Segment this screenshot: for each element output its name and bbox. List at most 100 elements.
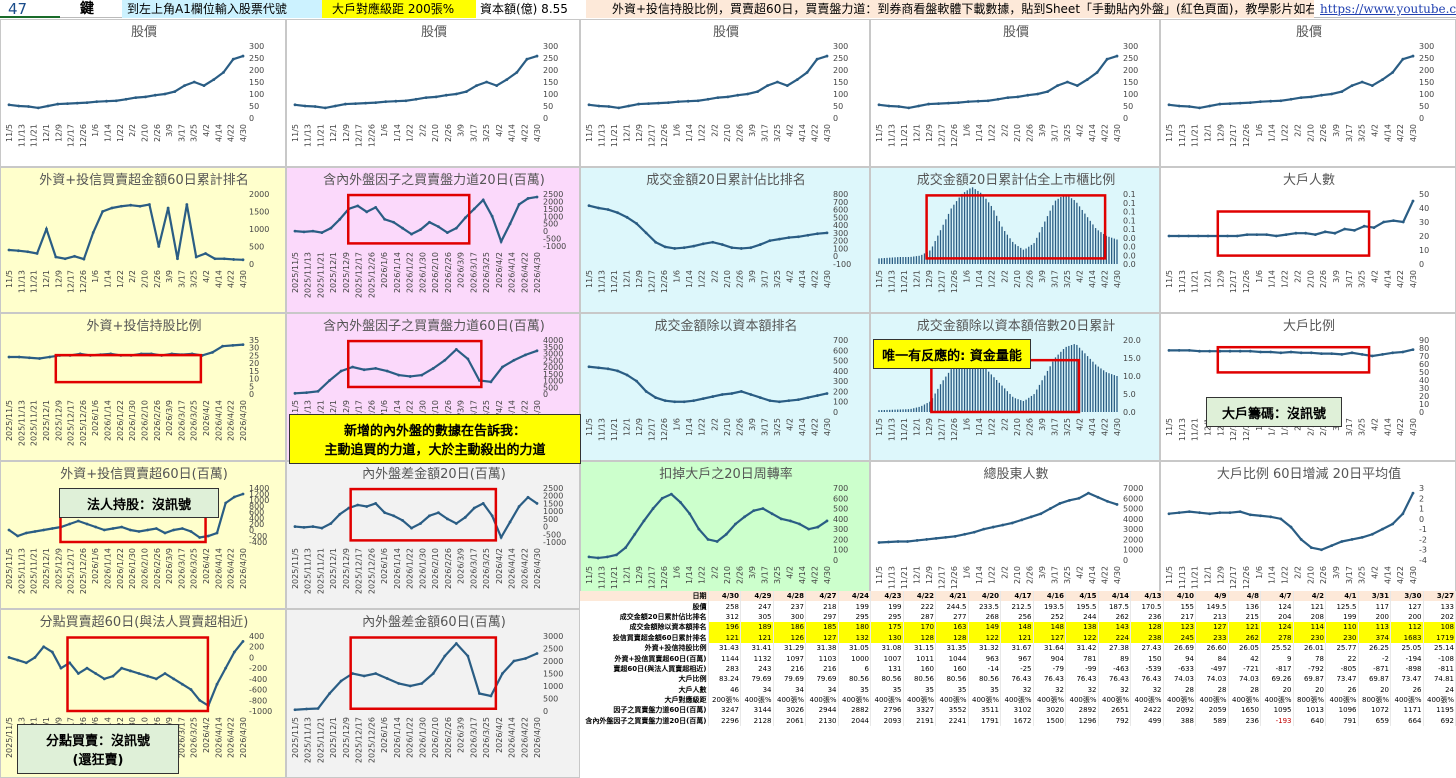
table-cell[interactable]: 148 [1033, 622, 1066, 633]
table-cell[interactable]: 305 [740, 611, 774, 623]
table-cell[interactable]: 1650 [1228, 705, 1261, 716]
table-cell[interactable]: 2128 [740, 715, 774, 727]
table-cell[interactable]: 224 [1098, 632, 1131, 643]
table-cell[interactable]: 35 [870, 684, 904, 695]
table-cell[interactable]: 640 [1293, 715, 1326, 727]
table-cell[interactable]: 499 [1130, 715, 1164, 727]
table-cell[interactable]: 73.47 [1390, 674, 1424, 685]
table-cell[interactable]: 31.43 [708, 642, 741, 654]
table-cell[interactable]: -898 [1390, 663, 1424, 675]
table-cell[interactable]: 1097 [773, 653, 806, 664]
table-cell[interactable]: 199 [870, 601, 904, 612]
table-cell[interactable]: 245 [1163, 632, 1196, 643]
table-cell[interactable]: 31.41 [740, 642, 774, 654]
table-cell[interactable]: 963 [968, 653, 1001, 664]
table-cell[interactable]: 42 [1228, 653, 1261, 664]
table-cell[interactable]: 25.52 [1260, 642, 1294, 654]
chart-panel-rank60[interactable]: 外資+投信買賣超金額60日累計排名 2000 1500 1000 500 0 11/5 11/… [0, 167, 286, 313]
table-cell[interactable]: 35 [935, 684, 969, 695]
table-cell[interactable]: 904 [1033, 653, 1066, 664]
chart-panel-price5[interactable]: 股價 300 250 200 150 100 50 0 11/5 11/13 11/21 12/1 12… [1160, 19, 1456, 167]
table-cell[interactable]: 2944 [805, 705, 839, 716]
table-cell[interactable]: 800張% [1358, 694, 1391, 706]
chart-panel-price4[interactable]: 股價 300 250 200 150 100 50 0 11/5 11/13 11/21 12/1 12… [870, 19, 1160, 167]
table-cell[interactable]: 1011 [903, 653, 936, 664]
table-cell[interactable]: 26.69 [1163, 642, 1196, 654]
table-cell[interactable]: 262 [1098, 611, 1131, 623]
table-cell[interactable]: 128 [935, 632, 969, 643]
table-cell[interactable]: 32 [1130, 684, 1164, 695]
table-cell[interactable]: 9 [1260, 653, 1294, 664]
table-cell[interactable]: 800張% [1293, 694, 1326, 706]
table-cell[interactable]: -497 [1195, 663, 1229, 675]
chart-panel-price3[interactable]: 股價 300 250 200 150 100 50 0 11/5 11/13 11/21 12/1 12… [580, 19, 870, 167]
table-cell[interactable]: 25.05 [1390, 642, 1424, 654]
table-cell[interactable]: 277 [935, 611, 969, 623]
table-cell[interactable]: 76.43 [1098, 674, 1131, 685]
table-cell[interactable]: 213 [1195, 611, 1229, 623]
table-cell[interactable]: 113 [1358, 622, 1391, 633]
table-cell[interactable]: 400張% [935, 694, 969, 706]
table-cell[interactable]: 34 [740, 684, 774, 695]
table-cell[interactable]: 218 [805, 601, 839, 612]
table-cell[interactable]: 69.87 [1358, 674, 1391, 685]
table-cell[interactable]: 400張% [1000, 694, 1034, 706]
chart-panel-diff20[interactable]: 內外盤差金額20日(百萬) 2500 2000 1500 1000 500 0 -500 -10… [286, 461, 580, 609]
chart-panel-diff60[interactable]: 內外盤差金額60日(百萬) 3000 2500 2000 1500 1000 500 0 202… [286, 609, 580, 778]
table-cell[interactable]: 25.14 [1423, 642, 1456, 654]
table-cell[interactable]: 73.47 [1325, 674, 1359, 685]
table-cell[interactable]: 128 [1130, 622, 1164, 633]
table-cell[interactable]: 89 [1098, 653, 1131, 664]
table-cell[interactable]: 400張% [740, 694, 774, 706]
table-cell[interactable]: 200 [1358, 611, 1391, 623]
table-cell[interactable]: 20 [1260, 684, 1294, 695]
table-cell[interactable]: 150 [1130, 653, 1164, 664]
table-cell[interactable]: 132 [838, 632, 871, 643]
table-cell[interactable]: 1296 [1065, 715, 1099, 727]
table-cell[interactable]: 1719 [1423, 632, 1456, 643]
table-cell[interactable]: 31.29 [773, 642, 806, 654]
table-cell[interactable]: 400張% [1195, 694, 1229, 706]
table-cell[interactable]: -792 [1293, 663, 1326, 675]
table-cell[interactable]: 31.05 [838, 642, 871, 654]
chart-panel-cap_rank[interactable]: 成交金額除以資本額排名 700 600 500 400 300 200 100 0 11/5 11/… [580, 313, 870, 461]
table-cell[interactable]: 126 [773, 632, 806, 643]
table-cell[interactable]: 2130 [805, 715, 839, 727]
table-cell[interactable]: 74.81 [1423, 674, 1456, 685]
table-cell[interactable]: 792 [1098, 715, 1131, 727]
table-cell[interactable]: 247 [740, 601, 774, 612]
table-cell[interactable]: 110 [1325, 622, 1359, 633]
table-cell[interactable]: 74.03 [1163, 674, 1196, 685]
table-cell[interactable]: 256 [1000, 611, 1034, 623]
table-cell[interactable]: 1044 [935, 653, 969, 664]
table-cell[interactable]: 400張% [903, 694, 936, 706]
table-cell[interactable]: 400張% [1390, 694, 1424, 706]
table-cell[interactable]: -811 [1423, 663, 1456, 675]
table-cell[interactable]: 2882 [838, 705, 871, 716]
table-cell[interactable]: 163 [935, 622, 969, 633]
table-cell[interactable]: 222 [903, 601, 936, 612]
table-cell[interactable]: 148 [1000, 622, 1034, 633]
table-cell[interactable]: 400張% [870, 694, 904, 706]
table-cell[interactable]: 122 [968, 632, 1001, 643]
table-cell[interactable]: -817 [1260, 663, 1294, 675]
table-cell[interactable]: 26.25 [1358, 642, 1391, 654]
table-cell[interactable]: 170 [903, 622, 936, 633]
table-cell[interactable]: 122 [1065, 632, 1099, 643]
table-cell[interactable]: -99 [1065, 663, 1099, 675]
table-cell[interactable]: 1195 [1423, 705, 1456, 716]
table-cell[interactable]: 193.5 [1033, 601, 1066, 612]
table-cell[interactable]: 233 [1195, 632, 1229, 643]
table-cell[interactable]: 1672 [1000, 715, 1034, 727]
table-cell[interactable]: 143 [1098, 622, 1131, 633]
table-cell[interactable]: 2422 [1130, 705, 1164, 716]
table-cell[interactable]: 200張% [708, 694, 741, 706]
table-cell[interactable]: 121 [1293, 601, 1326, 612]
table-cell[interactable]: 208 [1293, 611, 1326, 623]
table-cell[interactable]: 20 [1358, 684, 1391, 695]
table-cell[interactable]: 31.15 [903, 642, 936, 654]
table-cell[interactable]: 236 [1130, 611, 1164, 623]
table-cell[interactable]: 20 [1293, 684, 1326, 695]
table-cell[interactable]: 80.56 [870, 674, 904, 685]
chart-panel-turnover_rank[interactable]: 成交金額20日累計佔比排名 800 700 600 500 400 300 200 100 0 -1… [580, 167, 870, 313]
